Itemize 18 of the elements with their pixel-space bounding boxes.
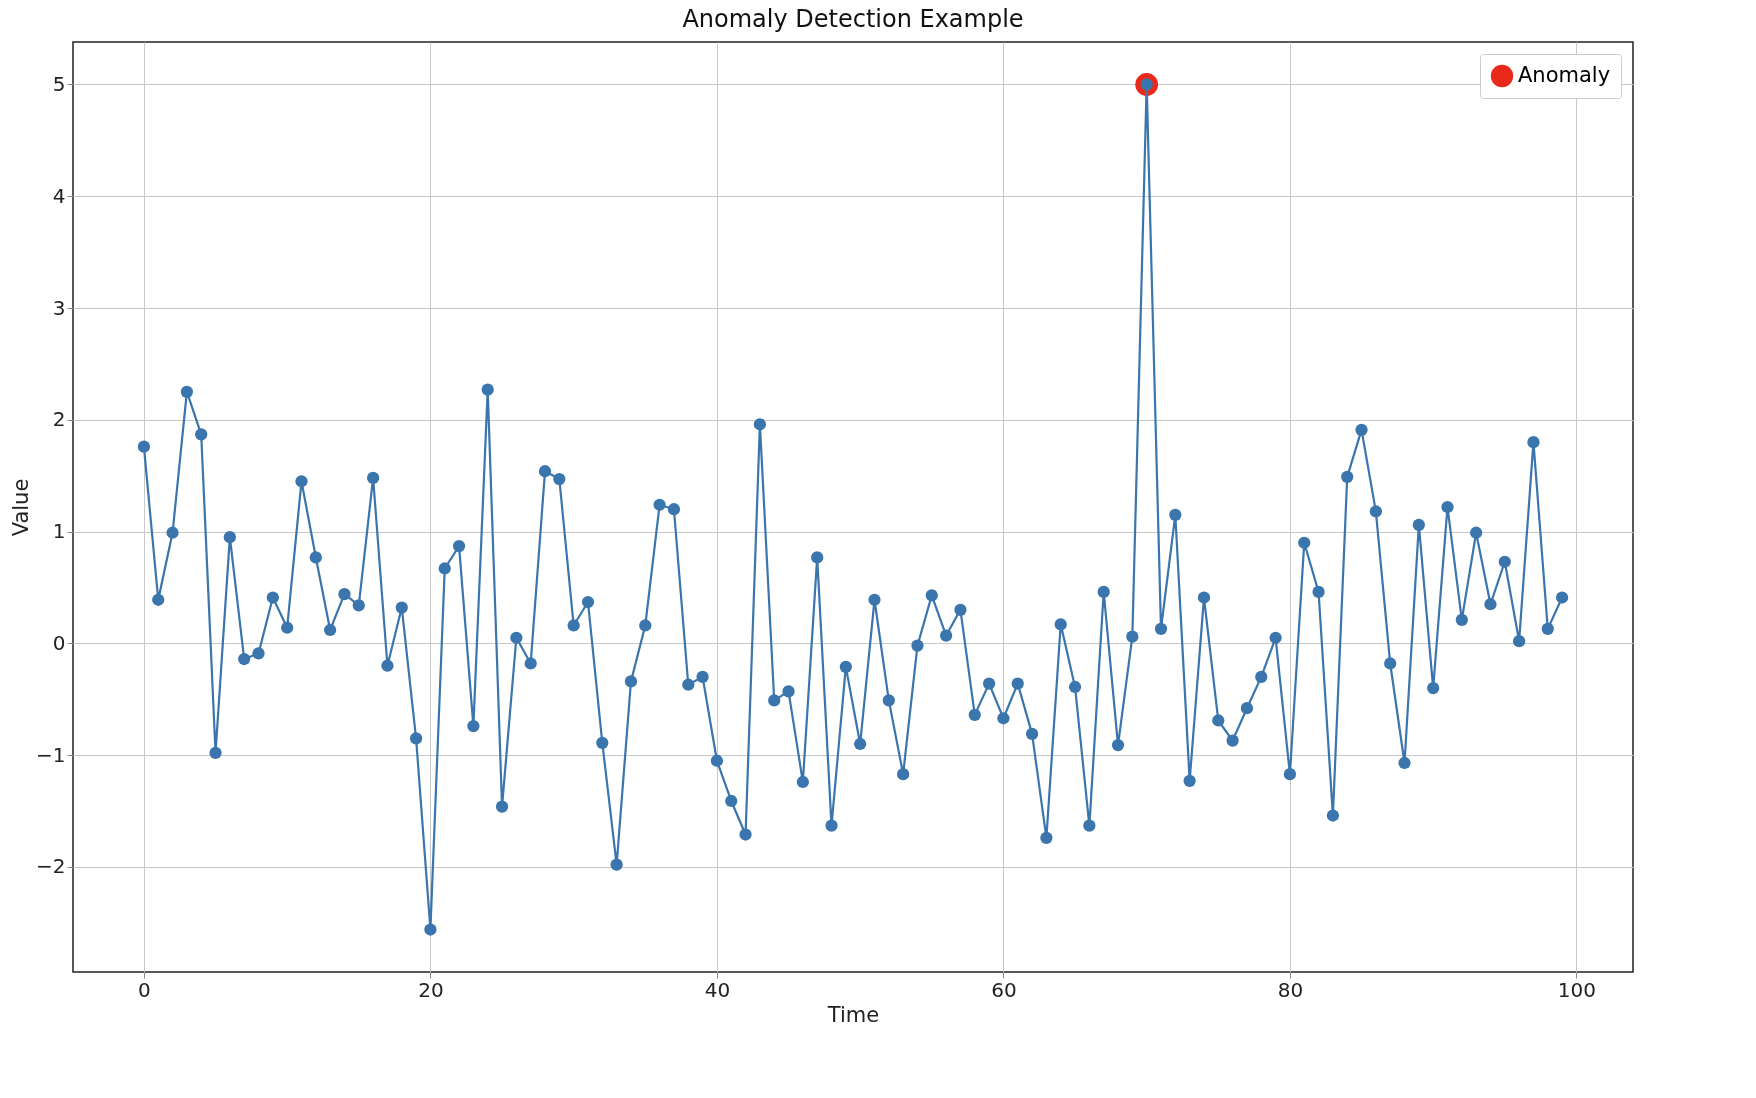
x-tick-label: 100	[1557, 977, 1597, 1002]
y-tick-label: 1	[52, 519, 66, 544]
y-tick-label: 5	[52, 71, 66, 96]
x-tick-label: 40	[704, 977, 731, 1002]
y-tick-label: 3	[52, 295, 66, 320]
x-tick-label: 0	[138, 977, 151, 1002]
legend-label: Anomaly	[1518, 63, 1611, 87]
x-tick-label: 20	[418, 977, 444, 1002]
chart-title: Anomaly Detection Example	[682, 5, 1024, 33]
x-tick-label: 80	[1277, 977, 1304, 1002]
y-axis-title: Value	[9, 478, 34, 537]
y-tick-label: −1	[36, 742, 66, 767]
x-tick-label: 60	[991, 977, 1017, 1002]
x-axis-title: Time	[826, 1002, 880, 1027]
y-tick-label: −2	[36, 854, 66, 879]
y-tick-label: 0	[52, 630, 66, 655]
y-tick-label: 2	[52, 407, 66, 432]
y-tick-label: 4	[52, 183, 66, 208]
